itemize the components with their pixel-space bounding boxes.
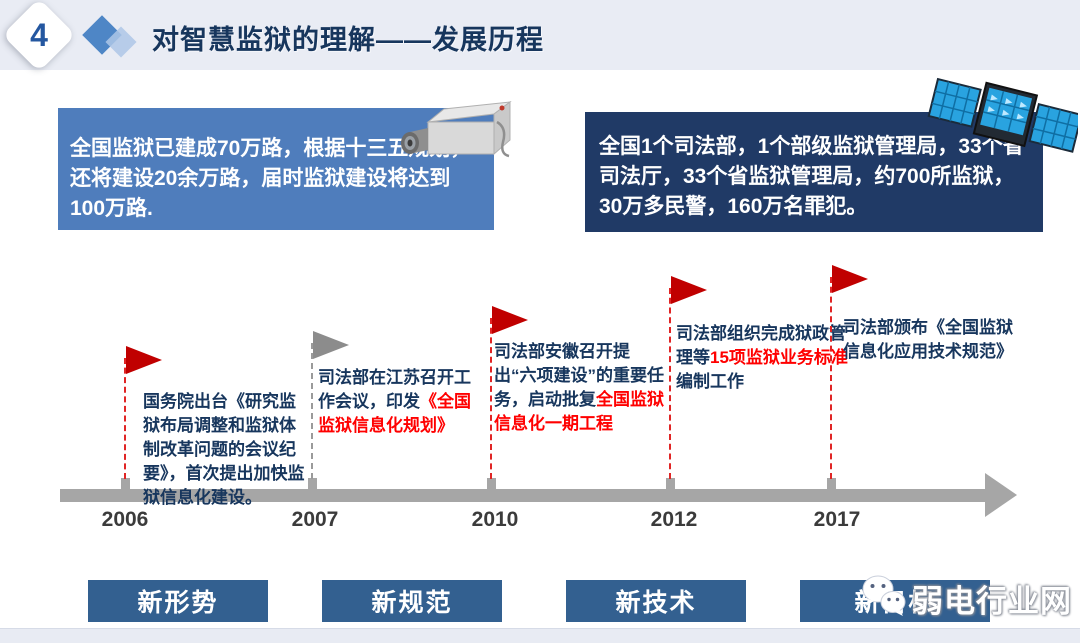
flag-pole [124,358,126,479]
year-label: 2007 [291,508,339,531]
flag-icon [313,331,349,359]
timeline-tick [121,478,130,489]
button-new-technology[interactable]: 新技术 [566,580,746,622]
cctv-camera-icon [394,92,520,184]
satellite-icon [926,68,1080,188]
button-new-standard[interactable]: 新规范 [322,580,502,622]
note-text: 司法部在江苏召开工作会议，印发 [318,368,471,411]
timeline-tick [308,478,317,489]
note-text: 国务院出台《研究监狱布局调整和监狱体制改革问题的会议纪要》，首次提出加快监狱信息… [143,392,305,507]
year-label: 2012 [650,508,698,531]
bottom-strip [0,628,1080,643]
note-text: 司法部颁布《全国监狱信息化应用技术规范》 [843,318,1013,361]
timeline-arrow-icon [985,473,1017,517]
info-box-surveillance: 全国监狱已建成70万路，根据十三五规划，还将建设20余万路，届时监狱建设将达到1… [58,108,494,230]
note-text: 编制工作 [676,372,744,391]
flag-pole [669,288,671,479]
flag-icon [832,265,868,293]
year-label: 2010 [471,508,519,531]
note-text-highlight: 全国监狱信息化一期工程 [494,390,664,433]
milestone-note-2010: 司法部安徽召开提出“六项建设”的重要任务，启动批复全国监狱信息化一期工程 [494,340,666,436]
page-title: 对智慧监狱的理解——发展历程 [152,25,544,55]
flag-icon [492,306,528,334]
page-number: 4 [30,16,48,53]
flag-icon [126,346,162,374]
year-label: 2006 [101,508,149,531]
timeline-axis [60,489,988,502]
page-number-badge: 4 [2,0,76,72]
info-box-organization-text: 全国1个司法部，1个部级监狱管理局，33个省司法厅，33个省监狱管理局，约700… [599,135,1024,218]
year-label: 2017 [813,508,861,531]
flag-pole [311,343,313,479]
flag-pole [490,318,492,479]
note-text-highlight: 《全国监狱信息化规划》 [318,392,471,435]
info-box-organization: 全国1个司法部，1个部级监狱管理局，33个省司法厅，33个省监狱管理局，约700… [585,112,1043,232]
timeline-tick [666,478,675,489]
watermark-text: 弱电行业网 [912,584,1072,619]
header-bar: 4 对智慧监狱的理解——发展历程 [0,0,1080,72]
milestone-note-2007: 司法部在江苏召开工作会议，印发《全国监狱信息化规划》 [318,366,486,438]
watermark: 弱电行业网 [858,572,1072,625]
note-text-highlight: 15项监狱业务标准 [710,348,848,367]
wechat-icon [858,572,910,625]
timeline-tick [487,478,496,489]
info-box-surveillance-text: 全国监狱已建成70万路，根据十三五规划，还将建设20余万路，届时监狱建设将达到1… [70,137,472,220]
flag-icon [671,276,707,304]
timeline-tick [827,478,836,489]
note-text: 司法部安徽召开提出“六项建设”的重要任务，启动批复 [494,342,664,409]
milestone-note-2006: 国务院出台《研究监狱布局调整和监狱体制改革问题的会议纪要》，首次提出加快监狱信息… [143,390,311,510]
note-text: 司法部组织完成狱政管理等 [676,324,846,367]
milestone-note-2012: 司法部组织完成狱政管理等15项监狱业务标准编制工作 [676,322,848,394]
flag-pole [830,277,832,479]
milestone-note-2017: 司法部颁布《全国监狱信息化应用技术规范》 [843,316,1029,364]
button-new-situation[interactable]: 新形势 [88,580,268,622]
